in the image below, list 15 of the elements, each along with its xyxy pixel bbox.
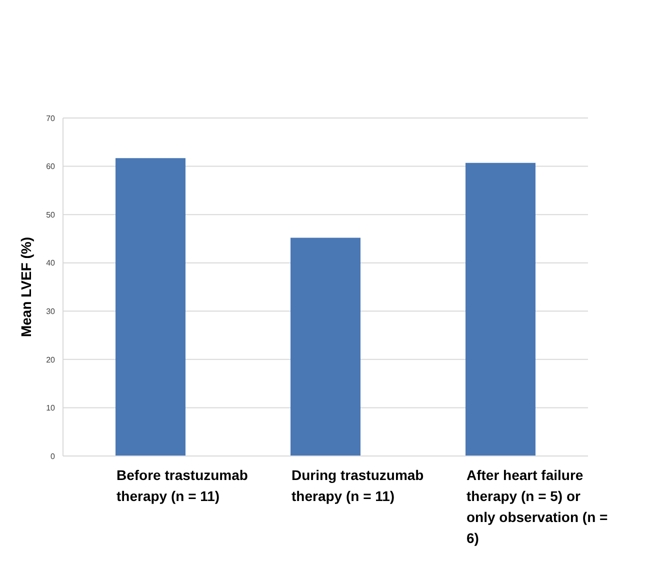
y-tick-label: 50	[46, 210, 56, 220]
x-tick-label: After heart failure therapy (n = 5) or only observation (n = 6)	[466, 467, 608, 546]
x-tick-label: During trastuzumab therapy (n = 11)	[292, 467, 424, 504]
y-tick-label: 40	[46, 258, 56, 268]
x-tick-label: Before trastuzumab therapy (n = 11)	[116, 467, 248, 504]
y-tick-label: 0	[50, 452, 56, 461]
bar	[116, 158, 186, 456]
y-tick-label: 60	[46, 162, 56, 172]
y-tick-label: 20	[46, 355, 56, 364]
bar	[290, 238, 360, 456]
y-tick-label: 30	[46, 306, 56, 316]
y-tick-label: 70	[46, 114, 56, 123]
bar	[466, 162, 536, 456]
y-axis-title: Mean LVEF (%)	[18, 236, 34, 338]
y-tick-label: 10	[46, 404, 56, 413]
